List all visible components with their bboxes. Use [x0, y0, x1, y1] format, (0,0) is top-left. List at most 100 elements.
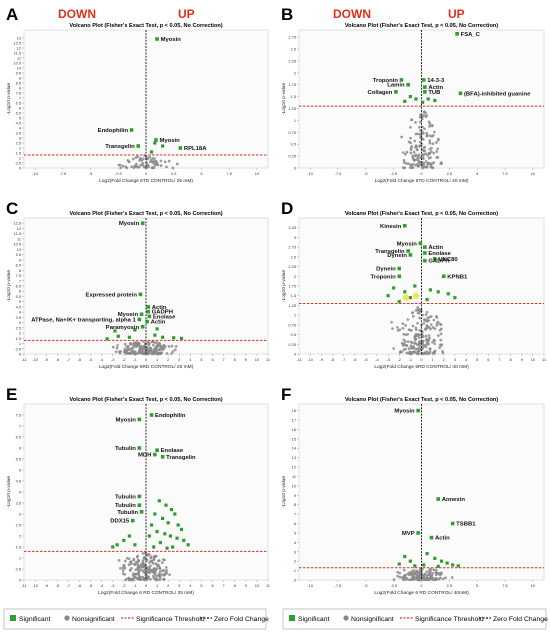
significant-point: [155, 327, 159, 331]
significant-point: [453, 296, 457, 300]
nonsignificant-point: [396, 326, 399, 329]
point-label: Myosin: [118, 312, 139, 318]
nonsignificant-point: [409, 136, 412, 140]
nonsignificant-point: [130, 578, 134, 582]
nonsignificant-point: [411, 324, 415, 328]
y-tick-label: 11: [17, 236, 21, 241]
y-tick-label: 0: [294, 578, 297, 583]
nonsignificant-point: [434, 314, 438, 318]
nonsignificant-point: [123, 566, 127, 570]
x-tick-label: 6: [211, 357, 213, 362]
point-label: (BFA)-inhibited guanine: [464, 91, 531, 97]
x-tick-label: 10: [255, 583, 260, 588]
y-tick-label: 11.5: [14, 231, 21, 236]
y-tick-label: 1: [19, 556, 21, 561]
y-tick-label: 8.5: [16, 263, 21, 268]
nonsignificant-point: [410, 570, 414, 573]
nonsignificant-point: [402, 161, 406, 164]
x-tick-label: -8: [56, 583, 59, 588]
nonsignificant-point: [157, 559, 161, 563]
x-tick-label: -3: [111, 357, 114, 362]
x-tick-label: 10: [255, 171, 260, 176]
nonsignificant-point: [396, 574, 399, 578]
chart-title: Volcano Plot (Fisher's Exact Test, p < 0…: [69, 211, 222, 217]
y-tick-label: 2: [19, 534, 21, 539]
volcano-plot-f: Volcano Plot (Fisher's Exact Test, p < 0…: [281, 397, 545, 596]
nonsignificant-point: [163, 345, 167, 348]
nonsignificant-point: [117, 559, 121, 562]
x-tick-label: 7: [223, 357, 225, 362]
point-label: GADPH: [152, 310, 173, 316]
point-label: Troponin: [371, 274, 397, 280]
x-tick-label: 4: [189, 357, 192, 362]
significant-point: [408, 95, 412, 99]
nonsignificant-point: [406, 340, 410, 343]
nonsignificant-point: [162, 573, 166, 577]
nonsignificant-point: [407, 572, 411, 576]
x-tick-label: -1: [133, 583, 136, 588]
significant-point: [158, 541, 163, 545]
nonsignificant-point: [131, 157, 135, 161]
point-label: RPL18A: [184, 146, 207, 152]
nonsignificant-point: [414, 351, 417, 355]
nonsignificant-point: [141, 157, 145, 161]
point-label: Myosin: [159, 138, 180, 144]
nonsignificant-point: [413, 139, 417, 143]
y-tick-label: 3: [19, 320, 21, 325]
nonsignificant-point: [406, 318, 410, 321]
nonsignificant-point: [416, 306, 420, 309]
x-tick-label: -2: [122, 583, 125, 588]
nonsignificant-point: [429, 315, 433, 318]
x-tick-label: 11: [266, 583, 270, 588]
nonsignificant-point: [139, 577, 142, 581]
significant-point: [113, 329, 117, 333]
significant-point: [439, 559, 444, 563]
y-tick-label: 0: [19, 166, 22, 171]
x-tick-label: 9: [245, 357, 247, 362]
y-tick-label: 14: [292, 446, 297, 451]
y-tick-label: 2: [294, 70, 296, 75]
significant-point: [161, 144, 165, 148]
nonsignificant-point: [413, 158, 417, 162]
x-tick-label: 4: [465, 357, 468, 362]
nonsignificant-point: [410, 341, 414, 345]
y-tick-label: 0.5: [291, 142, 296, 147]
significant-point: [397, 274, 402, 279]
x-tick-label: 5: [200, 357, 202, 362]
nonsignificant-point: [158, 570, 162, 573]
x-tick-label: 11: [542, 357, 546, 362]
significant-point: [173, 512, 177, 516]
x-axis-label: Log2(Fold Change 5RD CONTROL/ 40 mM): [374, 364, 469, 370]
x-tick-label: -4: [100, 357, 104, 362]
nonsignificant-point: [402, 159, 406, 162]
nonsignificant-point: [412, 162, 416, 166]
nonsignificant-point: [147, 343, 151, 347]
nonsignificant-point: [153, 159, 157, 163]
y-tick-label: 3.5: [16, 315, 21, 320]
nonsignificant-point: [130, 346, 134, 350]
significant-point: [157, 499, 161, 503]
nonsignificant-point: [414, 328, 418, 332]
point-label: MDH: [138, 453, 151, 459]
significant-point: [147, 314, 152, 319]
y-tick-label: 3: [294, 549, 296, 554]
y-tick-label: 2.5: [16, 325, 21, 330]
highlight-point: [412, 292, 420, 299]
nonsignificant-point: [414, 132, 418, 136]
nonsignificant-point: [428, 347, 432, 351]
y-tick-label: 12: [17, 46, 21, 51]
y-tick-label: 7: [19, 424, 21, 429]
significant-point: [149, 413, 154, 417]
x-tick-label: -9: [320, 357, 323, 362]
nonsignificant-point: [425, 350, 429, 353]
nonsignificant-point: [422, 321, 426, 325]
nonsignificant-point: [122, 350, 126, 354]
point-label: Collagen: [368, 90, 393, 96]
chart-title: Volcano Plot (Fisher's Exact Test, p < 0…: [345, 211, 498, 217]
nonsignificant-point: [135, 555, 139, 559]
nonsignificant-point: [415, 343, 419, 346]
significant-point: [446, 292, 450, 296]
y-tick-label: 2.5: [291, 254, 296, 259]
point-label: Troponin: [373, 78, 399, 84]
nonsignificant-point: [129, 560, 133, 563]
